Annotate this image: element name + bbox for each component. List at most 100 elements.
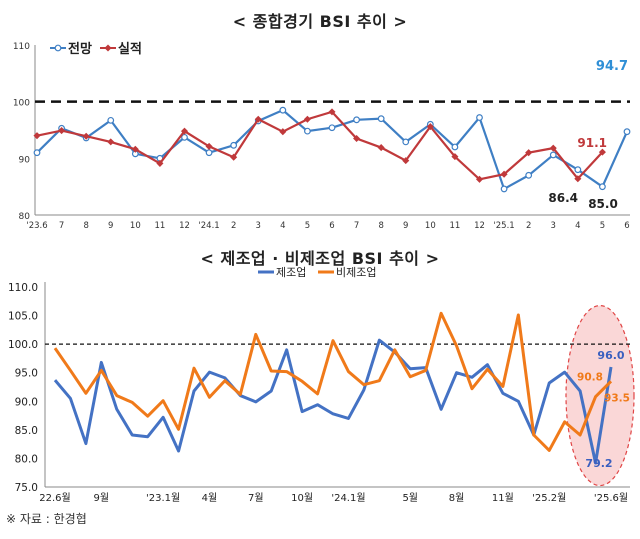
chart1-actual-point <box>180 127 189 135</box>
chart1-data-label: 85.0 <box>588 197 618 211</box>
chart1-x-tick-label: 4 <box>575 221 580 231</box>
chart2-y-tick-label: 90.0 <box>15 396 38 408</box>
chart1-actual-point <box>230 153 238 161</box>
chart1-data-label: 86.4 <box>548 191 578 205</box>
chart1-x-tick-label: 4 <box>280 221 285 231</box>
chart1-actual-point <box>303 115 311 123</box>
chart1-x-tick-label: 10 <box>130 221 141 231</box>
chart1-title: < 종합경기 BSI 추이 > <box>232 12 408 31</box>
chart1-forecast-point <box>451 143 459 151</box>
chart1-x-tick-label: 3 <box>551 221 556 231</box>
chart1-forecast-point <box>402 138 410 146</box>
chart1-x-tick-label: 6 <box>329 221 334 231</box>
chart1-forecast-point <box>574 166 582 174</box>
chart2-y-tick-label: 80.0 <box>15 453 38 465</box>
chart2-x-tick-label: '25.2월 <box>532 492 566 504</box>
chart1-forecast-point <box>107 116 115 124</box>
chart1-legend-marker <box>104 44 112 52</box>
chart1-actual-point <box>156 159 164 167</box>
chart1-actual-point <box>82 132 90 140</box>
chart1-actual-point <box>574 175 582 183</box>
chart1-y-tick-label: 80 <box>19 212 31 222</box>
chart1-actual-point <box>500 170 508 178</box>
chart1-x-tick-label: 9 <box>108 221 113 231</box>
chart1-x-tick-label: 10 <box>425 221 436 231</box>
chart1-x-tick-label: 8 <box>83 221 88 231</box>
chart2-x-tick-label: '24.1월 <box>331 492 365 504</box>
chart1-actual-point <box>279 128 287 136</box>
chart1-actual-point <box>377 144 385 152</box>
chart2-x-tick-label: 11월 <box>492 492 514 504</box>
chart1-actual-point <box>426 123 434 131</box>
chart2-y-tick-label: 105.0 <box>8 311 38 323</box>
chart1-forecast-point <box>549 151 557 159</box>
chart1-x-tick-label: 5 <box>600 221 605 231</box>
chart1-actual-point <box>131 145 139 153</box>
chart2-x-tick-label: 4월 <box>202 492 218 504</box>
chart2-data-label: 96.0 <box>597 349 624 362</box>
chart1-actual-point <box>549 144 557 152</box>
chart1-series-line-actual <box>36 110 604 181</box>
chart2-data-label: 79.2 <box>585 457 612 470</box>
source-note: ※ 자료 : 한경협 <box>6 512 87 526</box>
chart1-x-tick-label: 3 <box>256 221 261 231</box>
chart1-forecast-point <box>205 149 213 157</box>
chart1-legend-marker <box>54 44 62 52</box>
chart1-x-tick-label: 7 <box>354 221 359 231</box>
chart2-data-label: 93.5 <box>604 392 630 404</box>
chart1-data-label: 91.1 <box>577 136 607 150</box>
chart1-actual-point <box>402 157 410 165</box>
chart1-forecast-point <box>525 171 533 179</box>
chart2-title: < 제조업 · 비제조업 BSI 추이 > <box>200 249 440 268</box>
chart1-x-tick-label: 12 <box>474 221 485 231</box>
chart1-forecast-point <box>377 115 385 123</box>
chart2-y-tick-label: 85.0 <box>15 425 38 437</box>
chart2-svg: 75.0 80.0 85.0 90.0 95.0 100.0 105.0 110.0 22.6월… <box>8 266 635 504</box>
chart1-actual-point <box>525 149 533 157</box>
chart1-x-tick-label: 7 <box>59 221 64 231</box>
chart1-forecast-point <box>230 141 238 149</box>
chart1-forecast-point <box>279 106 287 114</box>
chart2-x-tick-label: 5월 <box>402 492 418 504</box>
chart1-actual-point <box>475 175 484 183</box>
chart1-x-tick-label: 5 <box>305 221 310 231</box>
chart1-actual-point <box>451 153 459 161</box>
chart1-x-tick-label: 2 <box>526 221 531 231</box>
chart1-actual-point <box>58 127 66 135</box>
chart1-forecast-point <box>599 183 606 191</box>
chart1-svg: 80 90 100 110 '23.6 7 8 9 10 11 12 '24.1 2 3 4 5 6 7 8 9 10 1… <box>13 41 631 231</box>
chart1-data-label: 94.7 <box>596 59 628 74</box>
chart2-y-tick-label: 75.0 <box>15 482 38 494</box>
chart2-x-tick-label: '25.6월 <box>594 492 628 504</box>
chart2-legend-label: 제조업 <box>276 266 306 279</box>
chart1-x-tick-label: '23.6 <box>26 221 47 231</box>
chart1-actual-point <box>254 115 262 123</box>
chart2-y-tick-label: 110.0 <box>8 282 38 294</box>
chart2-x-tick-label: 7월 <box>248 492 264 504</box>
chart1-actual-point <box>353 134 361 143</box>
chart1-x-tick-label: 9 <box>403 221 408 231</box>
chart2-x-tick-label: '23.1월 <box>146 492 180 504</box>
chart1-forecast-point <box>476 114 483 121</box>
chart2-highlight-ellipse <box>565 304 635 487</box>
chart2-y-tick-label: 100.0 <box>8 339 38 351</box>
chart1-forecast-point <box>623 128 631 136</box>
chart1-x-tick-label: 11 <box>450 221 461 231</box>
chart2-x-tick-label: 22.6월 <box>39 492 70 504</box>
chart2-series-line-manufacturing <box>53 338 613 465</box>
chart1-forecast-point <box>33 149 41 157</box>
chart2-x-tick-label: 8월 <box>449 492 465 504</box>
chart2-x-tick-label: 10월 <box>291 492 313 504</box>
chart1-forecast-point <box>353 116 360 124</box>
chart1-actual-point <box>205 142 213 150</box>
chart1-x-tick-label: '24.1 <box>198 221 219 231</box>
chart1-series-line-forecast <box>36 108 629 191</box>
chart1-legend-label: 전망 <box>68 41 92 57</box>
chart2-x-tick-label: 9월 <box>94 492 110 504</box>
chart1-y-tick-label: 100 <box>13 99 30 109</box>
chart1-actual-point <box>328 108 336 116</box>
chart1-actual-point <box>598 148 606 156</box>
chart1-x-tick-label: 6 <box>624 221 629 231</box>
chart1-x-tick-label: '25.1 <box>493 221 514 231</box>
chart2-series-line-non-manufacturing <box>53 311 613 452</box>
